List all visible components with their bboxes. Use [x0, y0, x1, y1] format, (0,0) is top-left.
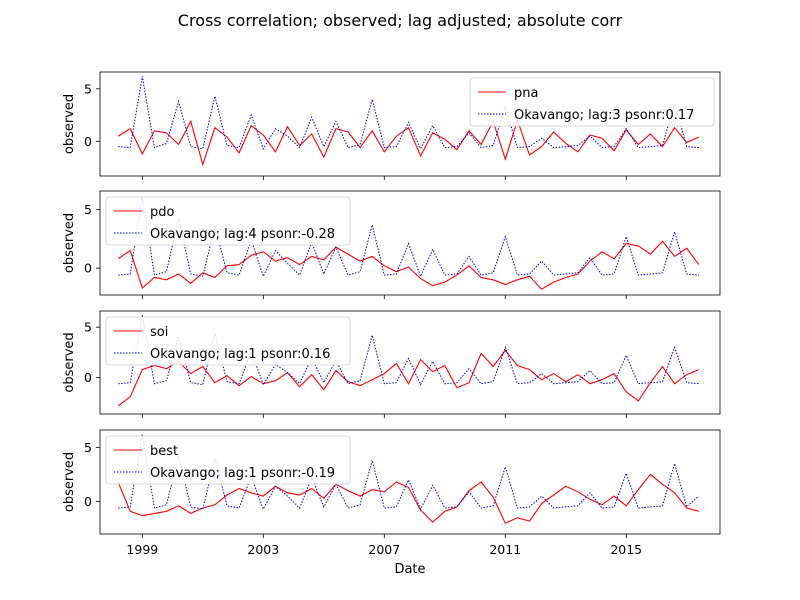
legend: soi Okavango; lag:1 psonr:0.16 [105, 316, 351, 366]
legend: pdo Okavango; lag:4 psonr:-0.28 [105, 196, 351, 246]
legend-box [105, 316, 351, 366]
legend-label: pna [514, 86, 538, 101]
y-tick-label: 5 [84, 202, 92, 217]
legend-box [105, 196, 351, 246]
legend-label: Okavango; lag:3 psonr:0.17 [514, 108, 694, 123]
legend: best Okavango; lag:1 psonr:-0.19 [105, 435, 351, 485]
index-series-line-3 [117, 349, 700, 407]
figure-title: Cross correlation; observed; lag adjuste… [178, 11, 623, 30]
x-tick-label: 2007 [368, 542, 400, 557]
legend-label: Okavango; lag:4 psonr:-0.28 [150, 227, 335, 242]
x-tick-label: 2011 [489, 542, 521, 557]
subplot-2: 0 5 observed pdo Okavango; lag:4 psonr:-0.28 [62, 190, 721, 299]
x-tick-label: 1999 [126, 542, 158, 557]
legend-label: best [150, 444, 178, 459]
legend: pna Okavango; lag:3 psonr:0.17 [469, 77, 715, 127]
y-tick-label: 0 [84, 261, 92, 276]
y-axis-label: observed [62, 94, 77, 154]
x-axis-label: Date [394, 562, 425, 577]
x-tick-label: 2003 [247, 542, 279, 557]
axes-frame [99, 71, 721, 177]
y-tick-label: 0 [84, 494, 92, 509]
okavango-series-line-1 [118, 76, 699, 150]
axes-frame [99, 429, 721, 535]
subplot-4: 0 5 observed best Okavango; lag:1 psonr:-0.1… [62, 429, 721, 538]
y-tick-label: 5 [84, 440, 92, 455]
legend-label: pdo [150, 205, 175, 220]
legend-label: soi [150, 325, 168, 340]
x-tick-label: 2015 [610, 542, 642, 557]
subplot-3: 0 5 observed soi Okavango; lag:1 psonr:0.16 [62, 310, 721, 418]
okavango-series-line-2 [118, 196, 699, 278]
legend-label: Okavango; lag:1 psonr:-0.19 [150, 466, 335, 481]
y-tick-label: 0 [84, 134, 92, 149]
x-axis: 1999 2003 2007 2011 2015 [126, 542, 642, 557]
index-series-line-4 [117, 473, 699, 524]
axes-frame [99, 190, 721, 296]
y-axis-label: observed [62, 213, 77, 273]
axes-frame [99, 310, 721, 415]
y-tick-label: 0 [84, 370, 92, 385]
subplot-1: 0 5 observed pna Okavango; lag:3 psonr:0.17 [62, 71, 721, 180]
y-axis-label: observed [62, 332, 77, 392]
index-series-line-1 [117, 118, 700, 167]
y-tick-label: 5 [84, 81, 92, 96]
legend-label: Okavango; lag:1 psonr:0.16 [150, 347, 330, 362]
y-tick-label: 5 [84, 320, 92, 335]
legend-box [105, 435, 351, 485]
index-series-line-2 [117, 240, 700, 290]
y-axis-label: observed [62, 452, 77, 512]
legend-box [469, 77, 715, 127]
